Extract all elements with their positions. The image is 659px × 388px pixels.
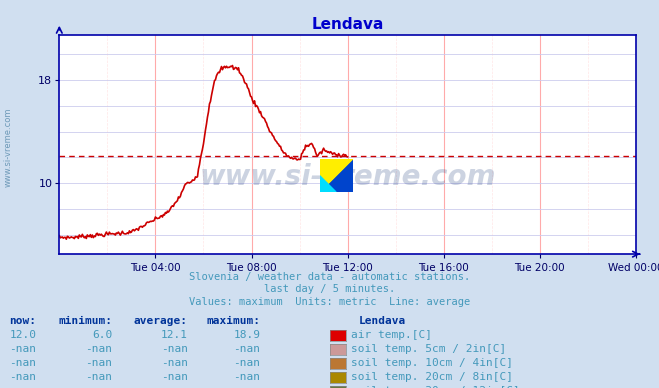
Text: soil temp. 5cm / 2in[C]: soil temp. 5cm / 2in[C] <box>351 344 507 354</box>
Text: -nan: -nan <box>161 344 188 354</box>
Text: -nan: -nan <box>85 344 112 354</box>
Text: Values: maximum  Units: metric  Line: average: Values: maximum Units: metric Line: aver… <box>189 297 470 307</box>
Text: -nan: -nan <box>9 344 36 354</box>
Polygon shape <box>320 176 353 192</box>
Text: 12.0: 12.0 <box>9 330 36 340</box>
Polygon shape <box>320 159 336 176</box>
Text: -nan: -nan <box>9 386 36 388</box>
Text: soil temp. 10cm / 4in[C]: soil temp. 10cm / 4in[C] <box>351 358 513 368</box>
Text: 18.9: 18.9 <box>233 330 260 340</box>
Text: -nan: -nan <box>161 372 188 382</box>
Text: -nan: -nan <box>161 386 188 388</box>
Text: -nan: -nan <box>9 358 36 368</box>
Text: average:: average: <box>134 316 188 326</box>
Polygon shape <box>320 159 353 192</box>
Polygon shape <box>320 159 353 192</box>
Polygon shape <box>320 159 353 192</box>
Polygon shape <box>320 159 353 192</box>
Text: 6.0: 6.0 <box>92 330 112 340</box>
Text: -nan: -nan <box>233 344 260 354</box>
Text: www.si-vreme.com: www.si-vreme.com <box>3 108 13 187</box>
Text: air temp.[C]: air temp.[C] <box>351 330 432 340</box>
Title: Lendava: Lendava <box>312 17 384 32</box>
Text: -nan: -nan <box>233 386 260 388</box>
Polygon shape <box>320 176 336 192</box>
Text: soil temp. 30cm / 12in[C]: soil temp. 30cm / 12in[C] <box>351 386 520 388</box>
Text: minimum:: minimum: <box>58 316 112 326</box>
Text: -nan: -nan <box>233 372 260 382</box>
Text: now:: now: <box>9 316 36 326</box>
Text: 12.1: 12.1 <box>161 330 188 340</box>
Text: soil temp. 20cm / 8in[C]: soil temp. 20cm / 8in[C] <box>351 372 513 382</box>
Text: maximum:: maximum: <box>206 316 260 326</box>
Polygon shape <box>320 159 353 176</box>
Text: -nan: -nan <box>161 358 188 368</box>
Polygon shape <box>320 159 353 192</box>
Text: -nan: -nan <box>85 372 112 382</box>
Text: -nan: -nan <box>233 358 260 368</box>
Text: www.si-vreme.com: www.si-vreme.com <box>200 163 496 191</box>
Text: last day / 5 minutes.: last day / 5 minutes. <box>264 284 395 294</box>
Text: Lendava: Lendava <box>359 316 407 326</box>
Text: Slovenia / weather data - automatic stations.: Slovenia / weather data - automatic stat… <box>189 272 470 282</box>
Polygon shape <box>336 159 353 192</box>
Text: -nan: -nan <box>85 358 112 368</box>
Text: -nan: -nan <box>9 372 36 382</box>
Text: -nan: -nan <box>85 386 112 388</box>
